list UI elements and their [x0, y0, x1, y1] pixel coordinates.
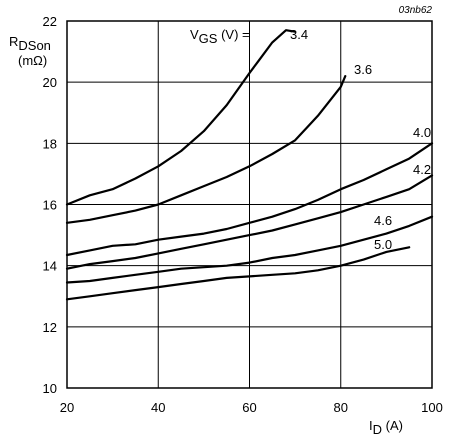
x-axis-label: ID (A) — [369, 418, 403, 437]
y-tick-labels: 10 12 14 16 18 20 22 — [43, 14, 57, 396]
series-line-vgs-4-2 — [65, 174, 434, 270]
x-tick-label: 20 — [60, 400, 74, 415]
series-label-vgs-5-0: 5.0 — [374, 237, 392, 252]
y-axis-label-sub: DSon — [18, 38, 51, 53]
y-axis-label-main: R — [9, 34, 18, 49]
y-tick-label: 14 — [43, 259, 57, 274]
x-tick-label: 80 — [334, 400, 348, 415]
series-label-vgs-3-4: 3.4 — [290, 27, 308, 42]
x-tick-label: 40 — [151, 400, 165, 415]
x-axis-label-unit: (A) — [382, 418, 403, 433]
series-line-vgs-3-4 — [65, 29, 297, 206]
y-axis-label: RDSon — [9, 34, 51, 53]
y-tick-label: 12 — [43, 320, 57, 335]
y-tick-label: 20 — [43, 75, 57, 90]
legend-prefix: VGS (V) = — [190, 27, 250, 46]
figure-reference-code: 03nb62 — [399, 5, 433, 16]
legend-prefix-main: V — [190, 27, 199, 42]
y-tick-label: 18 — [43, 136, 57, 151]
y-axis-unit: (mΩ) — [18, 53, 47, 68]
series-line-vgs-3-6 — [65, 74, 347, 224]
x-tick-label: 100 — [421, 400, 443, 415]
y-tick-label: 10 — [43, 381, 57, 396]
curves — [65, 29, 434, 301]
grid-lines — [66, 20, 433, 389]
legend-prefix-rest: (V) = — [217, 27, 249, 42]
x-axis-label-sub: D — [373, 422, 382, 437]
x-axis-label-main: I — [369, 418, 373, 433]
y-tick-label: 22 — [43, 14, 57, 29]
series-labels: 3.4 3.6 4.0 4.2 4.6 5.0 — [290, 27, 431, 252]
series-line-vgs-4-0 — [65, 142, 434, 257]
series-line-vgs-4-6 — [65, 215, 434, 284]
series-label-vgs-4-6: 4.6 — [374, 213, 392, 228]
series-label-vgs-3-6: 3.6 — [354, 62, 372, 77]
x-tick-labels: 20 40 60 80 100 — [60, 400, 443, 415]
series-label-vgs-4-2: 4.2 — [413, 162, 431, 177]
y-tick-label: 16 — [43, 198, 57, 213]
series-label-vgs-4-0: 4.0 — [413, 125, 431, 140]
series-line-vgs-5-0 — [65, 246, 411, 301]
x-tick-label: 60 — [242, 400, 256, 415]
legend-prefix-sub: GS — [199, 31, 218, 46]
